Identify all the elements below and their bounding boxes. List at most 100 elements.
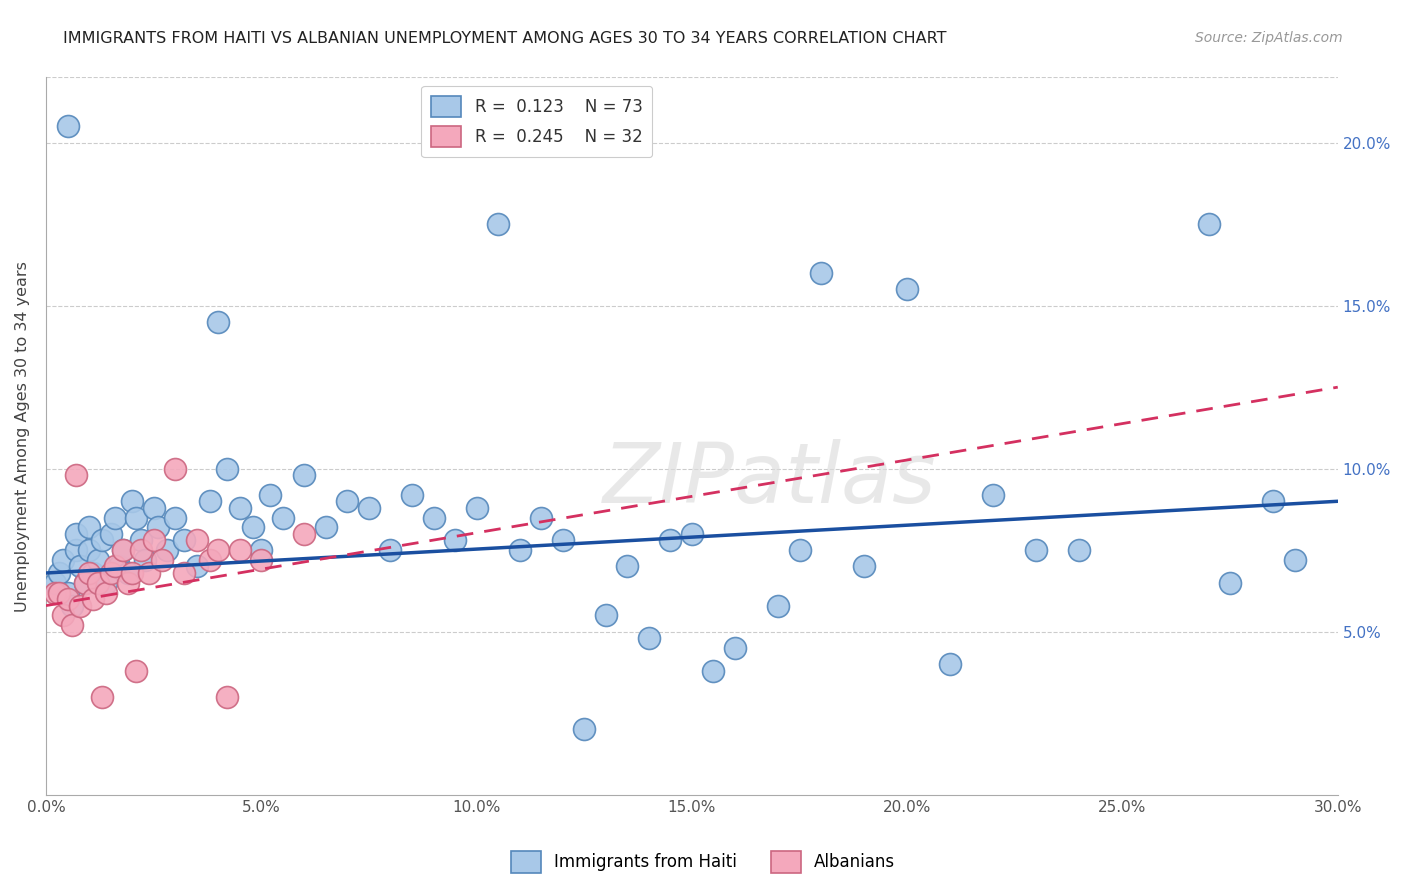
Point xyxy=(810,266,832,280)
Point xyxy=(125,664,148,678)
Point xyxy=(56,120,79,134)
Point xyxy=(250,553,273,567)
Point xyxy=(173,533,195,548)
Point xyxy=(198,494,221,508)
Point xyxy=(117,566,139,580)
Point xyxy=(104,559,127,574)
Point xyxy=(530,510,553,524)
Point xyxy=(1025,543,1047,558)
Point xyxy=(121,566,143,580)
Point xyxy=(146,520,169,534)
Point xyxy=(215,690,238,704)
Point xyxy=(595,608,617,623)
Point xyxy=(134,553,156,567)
Point xyxy=(142,533,165,548)
Point xyxy=(981,488,1004,502)
Point xyxy=(271,510,294,524)
Point xyxy=(129,543,152,558)
Text: ZIPatlas: ZIPatlas xyxy=(603,439,936,520)
Point xyxy=(77,566,100,580)
Point xyxy=(1069,543,1091,558)
Point xyxy=(1219,575,1241,590)
Point xyxy=(77,543,100,558)
Point xyxy=(104,510,127,524)
Point xyxy=(73,575,96,590)
Point xyxy=(155,543,177,558)
Point xyxy=(229,500,252,515)
Point xyxy=(86,553,108,567)
Point xyxy=(165,510,187,524)
Point xyxy=(853,559,876,574)
Legend: Immigrants from Haiti, Albanians: Immigrants from Haiti, Albanians xyxy=(505,845,901,880)
Point xyxy=(250,543,273,558)
Point xyxy=(129,533,152,548)
Point xyxy=(896,282,918,296)
Point xyxy=(444,533,467,548)
Point xyxy=(702,664,724,678)
Point xyxy=(69,599,91,613)
Point xyxy=(108,559,131,574)
Legend: R =  0.123    N = 73, R =  0.245    N = 32: R = 0.123 N = 73, R = 0.245 N = 32 xyxy=(422,86,652,157)
Text: IMMIGRANTS FROM HAITI VS ALBANIAN UNEMPLOYMENT AMONG AGES 30 TO 34 YEARS CORRELA: IMMIGRANTS FROM HAITI VS ALBANIAN UNEMPL… xyxy=(63,31,946,46)
Point xyxy=(357,500,380,515)
Point xyxy=(574,723,596,737)
Point xyxy=(82,566,104,580)
Point xyxy=(69,559,91,574)
Point xyxy=(117,575,139,590)
Point xyxy=(292,468,315,483)
Point xyxy=(138,566,160,580)
Point xyxy=(142,500,165,515)
Point xyxy=(86,575,108,590)
Point xyxy=(939,657,962,672)
Point xyxy=(65,543,87,558)
Point xyxy=(616,559,638,574)
Point xyxy=(73,575,96,590)
Point xyxy=(637,631,659,645)
Text: Source: ZipAtlas.com: Source: ZipAtlas.com xyxy=(1195,31,1343,45)
Point xyxy=(91,533,114,548)
Point xyxy=(60,599,83,613)
Point xyxy=(96,575,118,590)
Point xyxy=(789,543,811,558)
Point xyxy=(60,618,83,632)
Point xyxy=(165,461,187,475)
Point xyxy=(44,585,66,599)
Point xyxy=(52,608,75,623)
Point xyxy=(1284,553,1306,567)
Point xyxy=(112,543,135,558)
Point xyxy=(1198,217,1220,231)
Point xyxy=(48,566,70,580)
Point xyxy=(724,640,747,655)
Point xyxy=(422,510,444,524)
Point xyxy=(259,488,281,502)
Point xyxy=(401,488,423,502)
Point xyxy=(659,533,682,548)
Point xyxy=(186,533,208,548)
Point xyxy=(766,599,789,613)
Point xyxy=(242,520,264,534)
Point xyxy=(100,527,122,541)
Point xyxy=(100,566,122,580)
Point xyxy=(82,592,104,607)
Point xyxy=(121,494,143,508)
Point xyxy=(173,566,195,580)
Point xyxy=(681,527,703,541)
Point xyxy=(96,585,118,599)
Point xyxy=(65,527,87,541)
Point xyxy=(198,553,221,567)
Point xyxy=(91,690,114,704)
Point xyxy=(486,217,509,231)
Point xyxy=(336,494,359,508)
Point xyxy=(207,315,229,329)
Point xyxy=(56,585,79,599)
Point xyxy=(56,592,79,607)
Point xyxy=(229,543,252,558)
Point xyxy=(551,533,574,548)
Point xyxy=(509,543,531,558)
Point xyxy=(215,461,238,475)
Point xyxy=(315,520,337,534)
Point xyxy=(207,543,229,558)
Point xyxy=(52,553,75,567)
Point xyxy=(186,559,208,574)
Point xyxy=(465,500,488,515)
